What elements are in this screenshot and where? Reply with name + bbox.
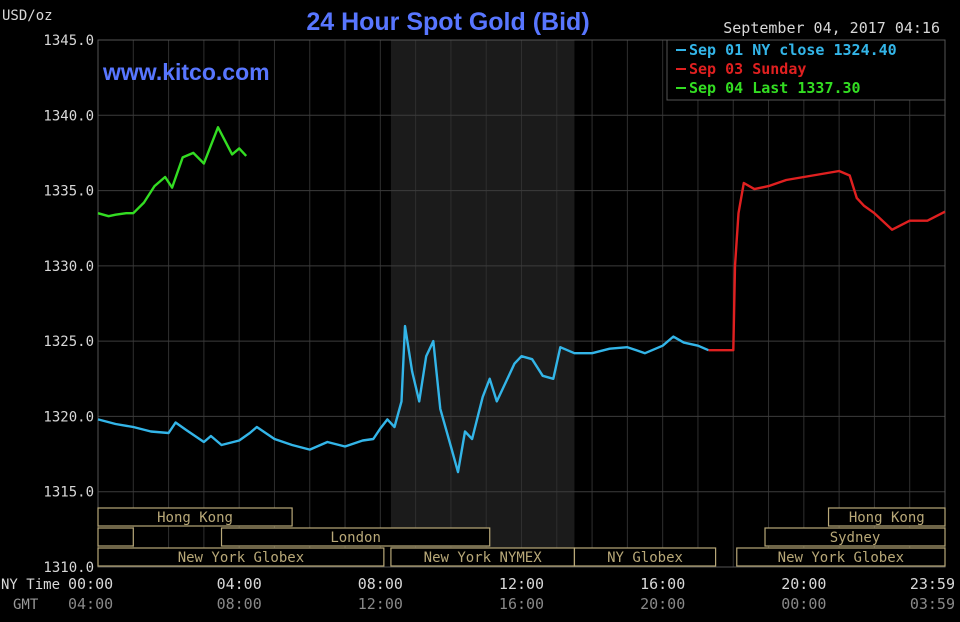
trading-session-shade <box>390 40 575 567</box>
market-session-bar <box>573 547 717 567</box>
price-series-line <box>97 126 248 218</box>
y-tick-label: 1315.0 <box>43 485 94 501</box>
ny-time-axis-title: NY Time <box>1 577 60 593</box>
legend-entry: Sep 04 Last 1337.30 <box>689 79 861 97</box>
y-tick-label: 1330.0 <box>43 259 94 275</box>
chart-title: 24 Hour Spot Gold (Bid) <box>306 8 589 36</box>
x-tick-label-gmt: 16:00 <box>499 595 544 613</box>
y-tick-label: 1320.0 <box>43 409 94 425</box>
market-session-label: Hong Kong <box>849 510 925 526</box>
legend-entry: Sep 03 Sunday <box>689 60 806 78</box>
x-tick-label-nytime: 00:00 <box>68 575 113 593</box>
x-tick-label-nytime: 08:00 <box>358 575 403 593</box>
x-tick-label-gmt: 03:59 <box>910 595 955 613</box>
market-session-label: London <box>330 530 381 546</box>
market-session-label: NY Globex <box>607 550 683 566</box>
y-tick-label: 1335.0 <box>43 184 94 200</box>
market-session-label: New York Globex <box>778 550 904 566</box>
market-session-bar <box>827 507 946 527</box>
plot-frame <box>97 39 946 568</box>
y-tick-label: 1310.0 <box>43 560 94 576</box>
market-session-label: New York NYMEX <box>424 550 543 566</box>
x-tick-label-nytime: 20:00 <box>781 575 826 593</box>
x-tick-label-nytime: 23:59 <box>910 575 955 593</box>
market-session-label: Sydney <box>830 530 881 546</box>
y-tick-label: 1345.0 <box>43 33 94 49</box>
price-series-line <box>708 169 946 352</box>
y-tick-label: 1340.0 <box>43 108 94 124</box>
market-session-bar <box>736 547 946 567</box>
market-session-bar <box>220 527 491 547</box>
y-axis-label: USD/oz <box>2 8 53 24</box>
x-tick-label-nytime: 16:00 <box>640 575 685 593</box>
x-tick-label-nytime: 04:00 <box>217 575 262 593</box>
market-session-bar <box>97 527 134 547</box>
market-session-label: New York Globex <box>178 550 304 566</box>
watermark-url: www.kitco.com <box>102 59 270 85</box>
market-session-label: Hong Kong <box>157 510 233 526</box>
x-tick-label-gmt: 00:00 <box>781 595 826 613</box>
x-tick-label-nytime: 12:00 <box>499 575 544 593</box>
gmt-axis-title: GMT <box>13 597 39 613</box>
market-session-bar <box>97 507 293 527</box>
timestamp: September 04, 2017 04:16 <box>723 19 940 37</box>
legend-entry: Sep 01 NY close 1324.40 <box>689 41 897 59</box>
legend-box <box>666 39 946 101</box>
market-session-bar <box>97 547 385 567</box>
x-tick-label-gmt: 04:00 <box>68 595 113 613</box>
x-tick-label-gmt: 08:00 <box>217 595 262 613</box>
market-session-bar <box>764 527 946 547</box>
x-tick-label-gmt: 20:00 <box>640 595 685 613</box>
x-tick-label-gmt: 12:00 <box>358 595 403 613</box>
price-series-line <box>97 324 709 474</box>
y-tick-label: 1325.0 <box>43 334 94 350</box>
